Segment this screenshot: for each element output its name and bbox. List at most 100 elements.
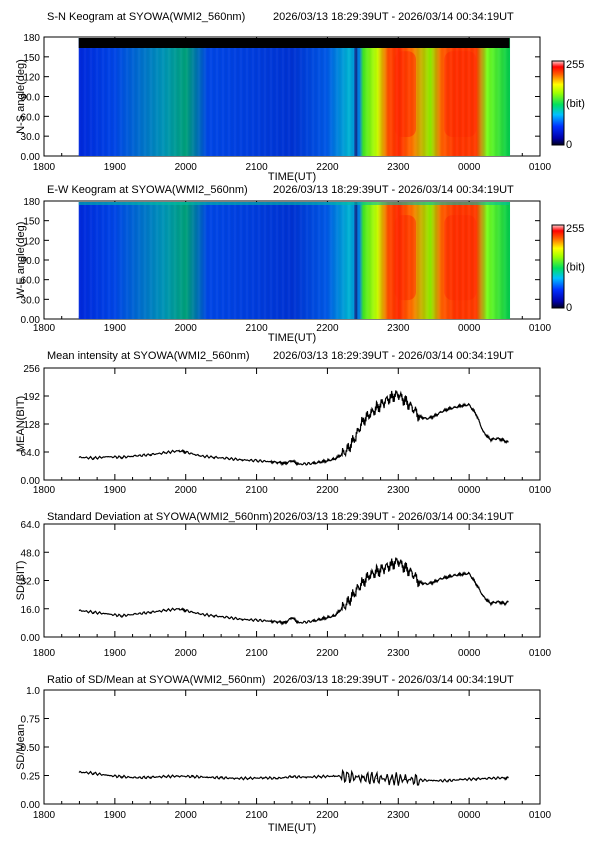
data-point [433, 780, 435, 782]
data-point [107, 774, 109, 777]
y-tick-label: 120 [23, 236, 40, 247]
data-point [418, 581, 421, 583]
data-point [277, 621, 279, 623]
data-point [213, 615, 215, 617]
data-point [461, 573, 463, 575]
x-tick-label: 2200 [316, 485, 339, 496]
series-line [79, 557, 509, 626]
data-point [263, 777, 265, 779]
y-tick-label: 256 [23, 364, 40, 375]
x-tick-label: 0000 [458, 485, 481, 496]
data-point [256, 619, 258, 621]
x-tick-label: 2300 [387, 810, 410, 821]
panel-time-range: 2026/03/13 18:29:39UT - 2026/03/14 00:34… [273, 184, 514, 196]
data-point [135, 777, 137, 779]
data-point [426, 418, 428, 420]
data-point [461, 778, 463, 781]
x-tick-label: 0100 [529, 323, 552, 334]
y-tick-label: 64.0 [21, 520, 41, 531]
y-tick-label: 0.25 [21, 772, 41, 783]
x-tick-label: 0000 [458, 323, 481, 334]
y-tick-label: 0.00 [21, 476, 41, 487]
y-tick-label: 150 [23, 53, 40, 64]
data-point [376, 777, 378, 780]
data-point [489, 602, 491, 605]
x-tick-label: 2200 [316, 648, 339, 659]
colorbar-unit-label: (bit) [566, 262, 585, 274]
y-axis-label: W-E angle(deg) [15, 222, 27, 299]
data-point [291, 617, 293, 619]
x-tick-label: 1900 [104, 648, 127, 659]
colorbar [551, 224, 565, 309]
data-point [305, 776, 307, 778]
data-point [319, 618, 321, 620]
data-point [369, 413, 371, 415]
data-point [319, 461, 321, 463]
data-point [362, 581, 364, 583]
y-tick-label: 180 [23, 197, 40, 208]
data-point [270, 461, 272, 463]
data-point [291, 776, 293, 778]
data-point [284, 462, 286, 464]
data-point [192, 776, 194, 778]
y-tick-label: 0.00 [21, 633, 41, 644]
keogram-edge [78, 202, 510, 205]
data-point [404, 567, 406, 569]
y-tick-label: 60.0 [21, 276, 41, 287]
data-point [489, 777, 491, 780]
data-point [376, 407, 378, 409]
data-point [234, 777, 236, 780]
data-point [149, 776, 151, 778]
panel-3: Mean intensity at SYOWA(WMI2_560nm) 2026/… [15, 350, 552, 496]
data-point [270, 620, 272, 622]
data-point [468, 572, 470, 575]
data-point [475, 583, 477, 585]
data-point [241, 459, 243, 461]
data-point [178, 608, 180, 610]
x-tick-label: 2000 [175, 648, 198, 659]
x-tick-label: 0100 [529, 648, 552, 659]
panel-time-range: 2026/03/13 18:29:39UT - 2026/03/14 00:34… [273, 11, 514, 23]
data-point [504, 602, 506, 605]
x-tick-label: 2200 [316, 323, 339, 334]
data-point [163, 452, 166, 454]
data-point [149, 611, 151, 613]
x-tick-label: 2000 [175, 485, 198, 496]
data-point [248, 777, 251, 780]
data-point [93, 611, 95, 613]
x-tick-label: 2100 [245, 485, 268, 496]
panel-title: Ratio of SD/Mean at SYOWA(WMI2_560nm) [47, 674, 265, 686]
data-point [277, 777, 279, 780]
data-point [447, 408, 449, 410]
data-point [319, 776, 321, 778]
data-point [376, 571, 378, 573]
data-point [355, 590, 357, 592]
x-tick-label: 0100 [529, 485, 552, 496]
y-tick-label: 120 [23, 73, 40, 84]
data-point [447, 780, 449, 782]
data-point [78, 456, 80, 458]
colorbar-max-label: 255 [566, 59, 584, 71]
y-tick-label: 180 [23, 33, 40, 44]
x-tick-label: 2200 [316, 810, 339, 821]
data-point [454, 406, 456, 408]
data-point [256, 460, 258, 462]
x-tick-label: 2300 [387, 323, 410, 334]
x-tick-label: 2100 [245, 323, 268, 334]
data-point [149, 454, 151, 456]
data-point [418, 416, 421, 418]
data-point [433, 416, 435, 418]
panel-2: E-W Keogram at SYOWA(WMI2_560nm) 2026/03/… [15, 184, 585, 344]
x-tick-label: 1800 [33, 810, 56, 821]
data-point [489, 439, 491, 441]
y-tick-label: 0.50 [21, 743, 41, 754]
data-point [504, 777, 506, 779]
series-line [79, 390, 509, 467]
data-point [369, 574, 371, 576]
data-point [390, 396, 392, 398]
data-point [326, 460, 328, 462]
data-point [178, 450, 180, 452]
data-point [185, 451, 187, 453]
data-point [333, 775, 336, 777]
x-tick-label: 0100 [529, 810, 552, 821]
